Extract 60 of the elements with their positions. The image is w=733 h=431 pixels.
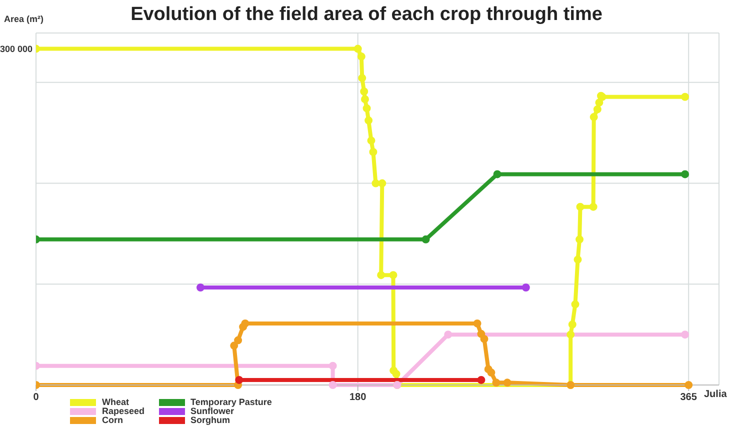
point <box>367 136 376 145</box>
point <box>681 330 690 339</box>
legend-label: Wheat <box>102 397 129 407</box>
x-axis-title: Julia <box>704 389 727 400</box>
point <box>576 202 584 211</box>
point <box>477 376 486 384</box>
x-tick-label: 180 <box>349 392 367 404</box>
point <box>354 44 362 53</box>
chart-title: Evolution of the field area of each crop through time <box>130 4 602 25</box>
point <box>487 368 496 377</box>
point <box>360 88 368 96</box>
point <box>357 52 366 61</box>
point <box>566 330 575 339</box>
legend-label: Corn <box>102 415 123 425</box>
point <box>234 336 242 344</box>
point <box>444 330 452 339</box>
point <box>571 300 580 308</box>
point <box>389 271 398 280</box>
point <box>493 170 502 178</box>
point <box>477 330 486 338</box>
point <box>589 202 598 211</box>
y-axis-title: Area (m²) <box>4 14 44 24</box>
x-tick-label: 0 <box>33 392 40 404</box>
point <box>360 95 369 104</box>
point <box>503 378 512 387</box>
legend-label: Sorghum <box>190 415 230 425</box>
point <box>595 98 604 107</box>
point <box>568 320 576 328</box>
point <box>473 319 482 328</box>
point <box>196 284 204 292</box>
point <box>681 170 690 178</box>
point <box>681 92 690 101</box>
point <box>522 284 530 292</box>
point <box>492 378 500 387</box>
legend-label: Temporary Pasture <box>190 397 272 407</box>
point <box>328 362 337 370</box>
point <box>234 381 242 389</box>
x-tick-label: 365 <box>680 392 698 404</box>
point <box>235 376 244 384</box>
point <box>593 105 602 114</box>
point <box>230 342 238 350</box>
point <box>480 334 488 343</box>
point <box>684 381 693 389</box>
point <box>422 235 430 244</box>
point <box>369 148 378 156</box>
legend-label: Sunflower <box>190 406 234 416</box>
point <box>392 370 400 378</box>
point <box>241 319 250 328</box>
point <box>364 116 373 124</box>
legend-label: Rapeseed <box>102 406 145 416</box>
point <box>372 179 380 188</box>
point <box>358 74 366 82</box>
point <box>328 381 337 389</box>
point <box>590 113 598 122</box>
text: 300 000 <box>0 42 33 55</box>
point <box>377 271 386 280</box>
point <box>378 179 386 188</box>
point <box>576 235 584 244</box>
point <box>574 256 582 264</box>
point <box>362 104 371 112</box>
